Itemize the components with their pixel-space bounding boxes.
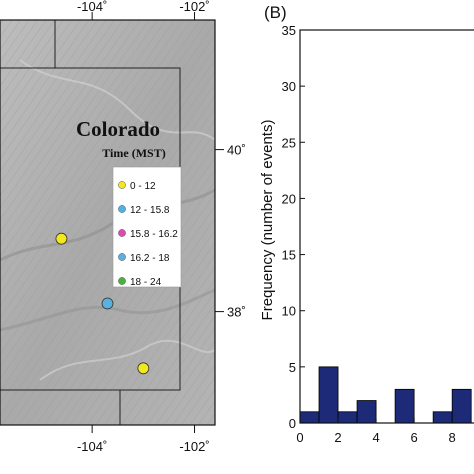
- lat-tick-label: 38˚: [227, 305, 246, 320]
- x-tick-label: 0: [296, 430, 303, 445]
- y-tick-label: 20: [282, 191, 296, 206]
- legend-title: Time (MST): [102, 146, 165, 160]
- histogram-bar: [356, 400, 377, 424]
- region-label: Colorado: [76, 117, 160, 141]
- lon-tick-label-bottom: -102˚: [179, 439, 209, 454]
- map-panel: -104˚ -104˚ -102˚ -102˚ 40˚ 38˚ Colorado Time…: [0, 0, 246, 454]
- histogram-frame: [299, 29, 474, 424]
- legend-swatch: [118, 181, 126, 189]
- terrain-ridge: [19, 59, 215, 141]
- legend-label: 16.2 - 18: [130, 253, 170, 264]
- terrain-ridge: [0, 288, 215, 332]
- y-tick-label: 25: [282, 135, 296, 150]
- panel-b-label: (B): [264, 3, 287, 22]
- y-axis-label: Frequency (number of events): [259, 120, 276, 321]
- histogram-bar: [432, 411, 453, 424]
- event-marker: [55, 232, 68, 245]
- x-tick-label: 4: [372, 430, 379, 445]
- x-tick-label: 8: [449, 430, 456, 445]
- y-tick-label: 15: [282, 248, 296, 263]
- map-legend: 0 - 12 12 - 15.8 15.8 - 16.2 16.2 - 18 18 - …: [112, 166, 182, 288]
- legend-label: 0 - 12: [130, 181, 156, 192]
- legend-swatch: [118, 253, 126, 261]
- legend-label: 15.8 - 16.2: [130, 229, 178, 240]
- legend-label: 18 - 24: [130, 277, 162, 288]
- lat-tick-label: 40˚: [227, 143, 246, 158]
- lon-tick-label-top: -104˚: [77, 0, 107, 14]
- map-frame: [0, 19, 216, 426]
- y-tick-label: 0: [289, 416, 296, 431]
- legend-label: 12 - 15.8: [130, 205, 170, 216]
- legend-swatch: [118, 229, 126, 237]
- terrain-ridge: [39, 339, 215, 381]
- lon-tick-label-bottom: -104˚: [77, 439, 107, 454]
- histogram-panel: (B) Frequency (number of events) 0 5 10 15 2…: [259, 3, 474, 445]
- terrain-texture: [0, 20, 215, 425]
- lon-tick-label-top: -102˚: [179, 0, 209, 14]
- event-marker: [101, 297, 114, 310]
- histogram-bar: [337, 411, 358, 424]
- state-boundary: [0, 67, 181, 425]
- y-tick-label: 35: [282, 23, 296, 38]
- event-marker: [137, 362, 150, 375]
- legend-swatch: [118, 277, 126, 285]
- histogram-bar: [299, 411, 320, 424]
- histogram-bar: [318, 366, 339, 424]
- x-tick-label: 6: [411, 430, 418, 445]
- histogram-bar: [394, 388, 415, 424]
- y-tick-label: 30: [282, 79, 296, 94]
- x-tick-label: 2: [334, 430, 341, 445]
- legend-swatch: [118, 205, 126, 213]
- terrain-ridge: [0, 188, 215, 262]
- y-tick-label: 5: [289, 360, 296, 375]
- histogram-bar: [451, 388, 472, 424]
- y-tick-label: 10: [282, 304, 296, 319]
